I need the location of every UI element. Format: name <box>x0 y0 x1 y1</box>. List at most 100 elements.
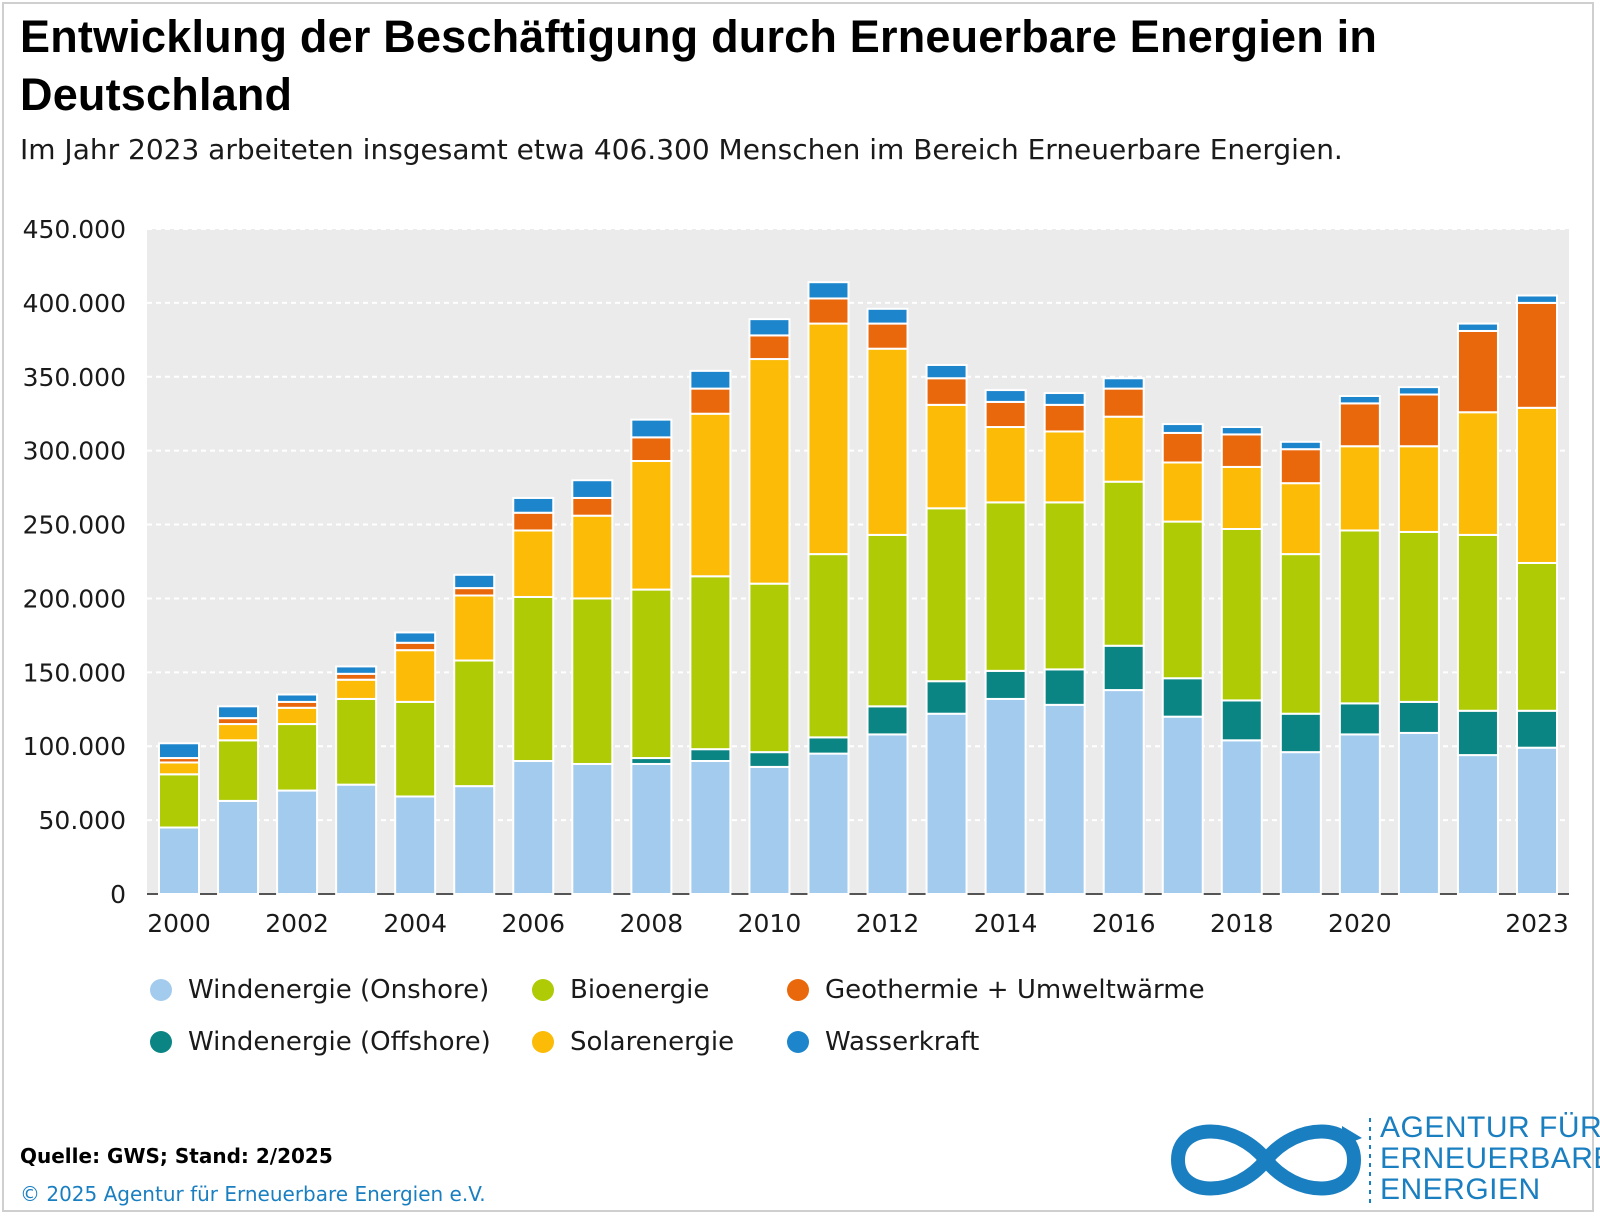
bar-segment <box>1220 699 1263 742</box>
bar-segment <box>689 412 732 578</box>
legend-item: Windenergie (Offshore) <box>150 1027 491 1057</box>
logo-line-3: ENERGIEN <box>1380 1173 1541 1206</box>
bar-segment <box>689 760 732 895</box>
bar-segment <box>1043 430 1086 504</box>
x-tick-label: 2002 <box>265 909 329 938</box>
logo-text: AGENTUR FÜR ERNEUERBARE ENERGIEN <box>1380 1112 1600 1205</box>
bar-segment <box>689 748 732 763</box>
bar-segment <box>1161 715 1204 896</box>
plot-background <box>147 229 1569 894</box>
y-axis: 0 50.000 100.000 150.000 200.000 250.000 300.0… <box>23 215 126 909</box>
bar-segment <box>925 680 968 715</box>
legend: Windenergie (Onshore) Bioenergie Geothermi… <box>150 975 1450 1095</box>
chart-title: Entwicklung der Beschäftigung durch Erne… <box>20 11 1378 120</box>
bar-segment <box>866 705 909 736</box>
gridlines <box>147 228 1569 895</box>
bar-segment <box>748 751 791 768</box>
bar-segment <box>1456 411 1499 536</box>
bar-segment <box>1397 731 1440 896</box>
y-tick-label: 300.000 <box>23 437 126 466</box>
bar-segment <box>925 507 968 683</box>
bar-segment <box>984 501 1027 672</box>
source-note: Quelle: GWS; Stand: 2/2025 <box>20 1144 333 1168</box>
legend-swatch <box>150 1031 172 1053</box>
bar-segment <box>158 761 200 776</box>
bar-segment <box>158 742 200 760</box>
bar-segment <box>217 705 260 720</box>
bar-segment <box>335 697 378 786</box>
logo-line-1: AGENTUR FÜR <box>1380 1111 1600 1144</box>
legend-label: Windenergie (Onshore) <box>188 975 490 1005</box>
bar-segment <box>630 436 673 463</box>
bar-segment <box>1456 709 1499 757</box>
bar-segment <box>158 773 200 829</box>
bar-segment <box>217 723 260 742</box>
bar-segment <box>748 582 791 754</box>
x-tick-label: 2018 <box>1210 909 1274 938</box>
y-tick-label: 350.000 <box>23 363 126 392</box>
bar-segment <box>748 765 791 896</box>
bar-segment <box>512 760 555 895</box>
bar-segment <box>1220 739 1263 895</box>
bar-segment <box>276 723 319 792</box>
x-tick-label: 2006 <box>501 909 565 938</box>
bar-segment <box>1161 423 1204 434</box>
x-tick-label: 2004 <box>383 909 447 938</box>
bar-segment <box>1161 431 1204 464</box>
bar-segment <box>1279 440 1322 451</box>
bar-segment <box>1338 733 1381 896</box>
legend-swatch <box>150 979 172 1001</box>
x-tick-label: 2020 <box>1328 909 1392 938</box>
bar-segment <box>807 752 850 895</box>
y-tick-label: 0 <box>110 880 126 909</box>
bar-segment <box>866 347 909 536</box>
y-tick-label: 400.000 <box>23 289 126 318</box>
bar-segment <box>630 588 673 760</box>
bar-segment <box>453 587 496 597</box>
bar-segment <box>1516 294 1558 304</box>
bar-segment <box>1456 754 1499 895</box>
bar-segment <box>335 665 378 675</box>
bar-segment <box>394 631 437 644</box>
bar-segment <box>1102 644 1145 692</box>
bar-segment <box>1220 433 1263 468</box>
bar-segment <box>1338 702 1381 736</box>
bar-segment <box>1516 746 1558 896</box>
bar-segment <box>1043 501 1086 671</box>
bar-segment <box>1397 700 1440 734</box>
bar-segment <box>1161 461 1204 523</box>
legend-label: Wasserkraft <box>825 1027 980 1057</box>
bar-segment <box>1456 533 1499 712</box>
bar-segment <box>217 799 260 896</box>
bar-segment <box>1516 709 1558 749</box>
bar-segment <box>984 426 1027 504</box>
bar-segment <box>1220 527 1263 702</box>
bar-segment <box>866 307 909 325</box>
bar-segment <box>335 678 378 700</box>
bar-segment <box>1516 406 1558 564</box>
legend-label: Solarenergie <box>570 1027 735 1057</box>
bar-segment <box>1397 530 1440 703</box>
bar-segment <box>512 511 555 532</box>
bar-segment <box>984 400 1027 429</box>
y-tick-label: 450.000 <box>23 215 126 244</box>
legend-label: Bioenergie <box>570 975 710 1005</box>
infinity-logo-icon <box>1170 1118 1371 1204</box>
bar-segment <box>807 281 850 300</box>
legend-item: Geothermie + Umweltwärme <box>787 975 1205 1005</box>
bar-segment <box>1516 301 1558 409</box>
bar-segment <box>1397 393 1440 448</box>
bar-segment <box>807 297 850 325</box>
logo-line-2: ERNEUERBARE <box>1380 1142 1600 1175</box>
bar-segment <box>1456 322 1499 332</box>
bar-segment <box>571 514 614 600</box>
bar-segment <box>217 739 260 802</box>
x-tick-label: 2012 <box>856 909 920 938</box>
bar-segment <box>571 597 614 765</box>
legend-item: Windenergie (Onshore) <box>150 975 489 1005</box>
bar-segment <box>276 706 319 726</box>
legend-label: Windenergie (Offshore) <box>188 1027 491 1057</box>
bar-segment <box>1043 668 1086 706</box>
bar-segment <box>630 460 673 591</box>
